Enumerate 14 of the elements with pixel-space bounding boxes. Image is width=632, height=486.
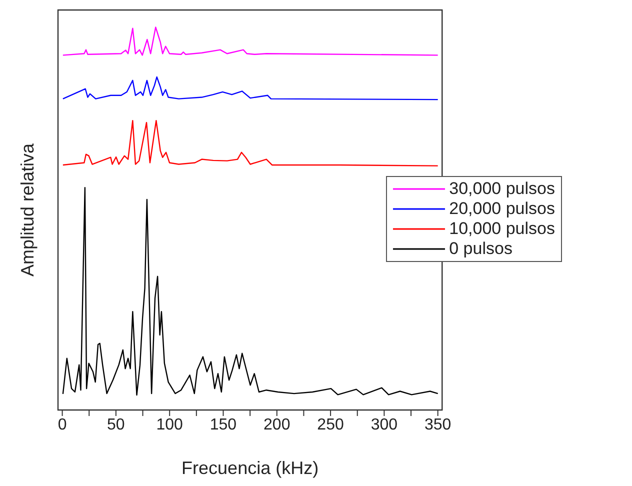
y-axis-title: Amplitud relativa [18,143,38,277]
x-axis-title: Frecuencia (kHz) [182,458,319,478]
x-tick-label: 250 [317,416,344,434]
x-tick-label: 150 [210,416,237,434]
x-tick-label: 300 [370,416,398,434]
legend-label: 10,000 pulsos [449,219,555,239]
x-tick-label: 0 [58,416,67,434]
legend-label: 0 pulsos [449,239,512,259]
x-tick-label: 50 [107,416,125,434]
x-tick-label: 100 [156,416,184,434]
x-tick-label: 200 [264,416,290,434]
legend-label: 30,000 pulsos [449,179,555,199]
legend-label: 20,000 pulsos [449,199,555,219]
x-tick-label: 350 [424,416,452,434]
